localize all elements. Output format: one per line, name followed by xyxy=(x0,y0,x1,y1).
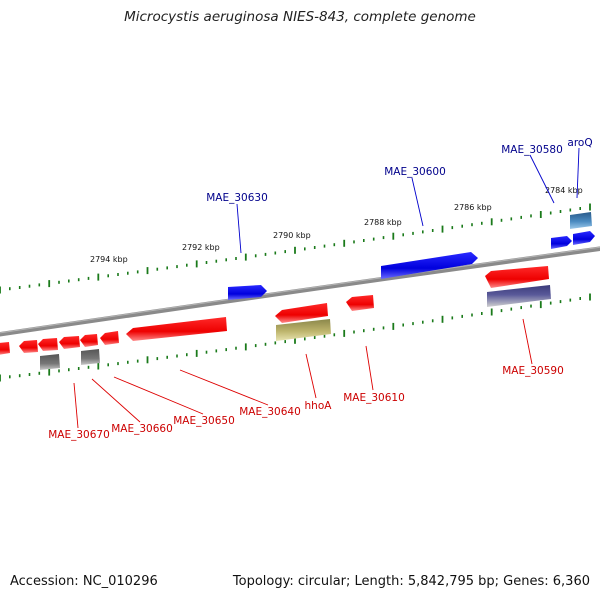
gene-label[interactable]: MAE_30600 xyxy=(384,166,446,178)
gene-feature[interactable] xyxy=(346,295,374,311)
leader-line xyxy=(522,318,533,365)
gene-label[interactable]: aroQ xyxy=(567,137,592,149)
gene-label[interactable]: MAE_30580 xyxy=(501,144,563,156)
leader-line xyxy=(576,147,580,199)
genome-title: Microcystis aeruginosa NIES-843, complet… xyxy=(124,9,476,25)
gene-feature[interactable] xyxy=(275,303,328,323)
feature-box[interactable] xyxy=(487,285,551,307)
leader-line xyxy=(365,345,374,391)
leader-line xyxy=(411,177,424,227)
gene-feature[interactable] xyxy=(551,236,572,249)
ruler-label: 2784 kbp xyxy=(545,186,583,195)
gene-feature[interactable] xyxy=(100,331,119,345)
gene-feature[interactable] xyxy=(485,266,549,288)
gene-feature[interactable] xyxy=(0,342,10,355)
accession-text: Accession: NC_010296 xyxy=(10,574,158,589)
genome-backbone xyxy=(0,246,600,337)
gene-feature[interactable] xyxy=(573,231,595,245)
gene-feature[interactable] xyxy=(228,285,267,300)
ruler-label: 2790 kbp xyxy=(273,231,311,240)
leader-line xyxy=(236,203,242,254)
gene-feature[interactable] xyxy=(19,340,38,353)
gene-feature[interactable] xyxy=(59,336,80,349)
gene-label[interactable]: MAE_30670 xyxy=(48,429,110,441)
leader-line xyxy=(529,154,555,204)
gene-label[interactable]: MAE_30660 xyxy=(111,423,173,435)
leader-line xyxy=(91,378,141,423)
ruler-label: 2794 kbp xyxy=(90,255,128,264)
gene-feature[interactable] xyxy=(80,334,98,347)
gene-label[interactable]: MAE_30630 xyxy=(206,192,268,204)
gene-label[interactable]: MAE_30590 xyxy=(502,365,564,377)
gene-label[interactable]: MAE_30610 xyxy=(343,392,405,404)
genome-summary: Topology: circular; Length: 5,842,795 bp… xyxy=(232,574,590,589)
genome-backbone-highlight xyxy=(0,246,600,334)
gene-feature[interactable] xyxy=(381,252,478,279)
ruler-label: 2788 kbp xyxy=(364,218,402,227)
ruler-label: 2792 kbp xyxy=(182,243,220,252)
gene-label[interactable]: MAE_30650 xyxy=(173,415,235,427)
leader-line xyxy=(305,353,317,399)
ruler-ticks xyxy=(0,203,591,382)
leader-line xyxy=(73,382,79,429)
gene-label[interactable]: MAE_30640 xyxy=(239,406,301,418)
feature-box[interactable] xyxy=(40,354,60,370)
gene-feature[interactable] xyxy=(126,317,227,341)
leader-line xyxy=(179,369,269,406)
leader-line xyxy=(113,376,204,415)
feature-box[interactable] xyxy=(570,212,592,229)
gene-feature[interactable] xyxy=(38,338,58,351)
feature-box[interactable] xyxy=(81,349,100,365)
ruler-label: 2786 kbp xyxy=(454,203,492,212)
gene-label[interactable]: hhoA xyxy=(305,400,333,412)
feature-box[interactable] xyxy=(276,319,331,341)
